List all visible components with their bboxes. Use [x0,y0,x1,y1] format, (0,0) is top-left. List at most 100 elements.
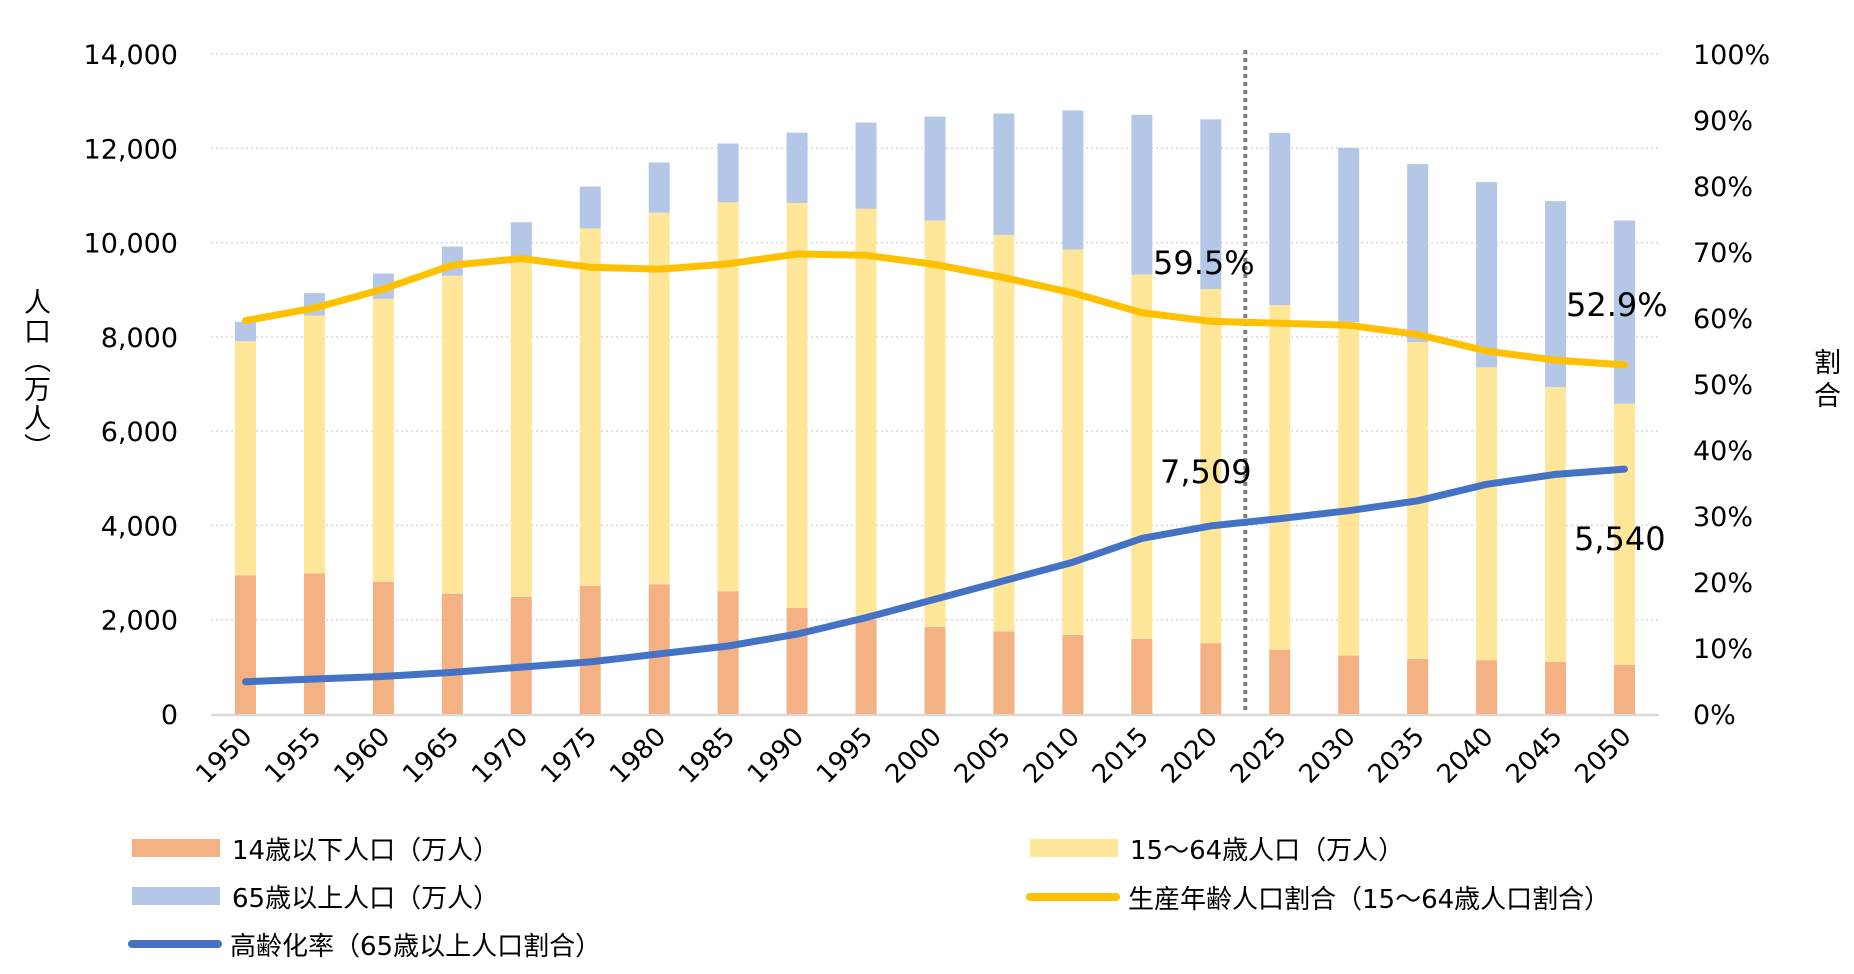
x-tick-label: 2030 [1294,722,1362,790]
x-tick-label: 1985 [673,722,741,790]
x-tick-label: 1960 [328,722,396,790]
x-tick-label: 1980 [604,722,672,790]
x-axis-ticks: 1950 1955 1960 1965 1970 1975 1980 1985 1990 1995… [190,722,1637,790]
y-tick-label: 0 [161,700,178,731]
bar-segment-2020-0 [1200,643,1222,714]
left-axis-title: 人口（万人） [19,288,50,462]
legend-line-gold [1026,893,1120,901]
x-tick-label: 2020 [1156,722,1224,790]
bar-segment-1965-1 [441,275,463,594]
annotation-2020-ratio: 59.5% [1153,244,1255,282]
annotation-2050-working-pop: 5,540 [1574,520,1666,558]
bar-segment-2015-2 [1131,114,1153,275]
bar-segment-1980-1 [648,212,670,585]
y2-tick-label: 40% [1693,436,1753,467]
bar-segment-1970-2 [510,222,532,257]
bar-segment-2035-2 [1407,164,1429,342]
bar-segment-2040-0 [1476,660,1498,714]
bar-segment-2035-0 [1407,658,1429,714]
y2-tick-label: 60% [1693,304,1753,335]
bar-segment-1985-0 [717,591,739,714]
bar-segment-2015-1 [1131,274,1153,639]
bar-segment-2025-1 [1269,305,1291,650]
legend-item-under-14: 14歳以下人口（万人） [132,831,500,866]
y-tick-label: 4,000 [101,511,178,542]
legend-line-blue [128,940,222,948]
legend-item-15-64: 15～64歳人口（万人） [1030,831,1405,866]
y-tick-label: 10,000 [84,229,178,260]
legend-swatch-yellow [1030,839,1118,857]
legend-label: 65歳以上人口（万人） [232,883,500,914]
bar-segment-1965-0 [441,593,463,714]
bar-segment-1950-1 [234,341,256,576]
bar-segment-2045-0 [1545,662,1567,714]
bar-segment-1985-1 [717,202,739,592]
bar-segment-2030-1 [1338,321,1360,656]
y-tick-label: 2,000 [101,606,178,637]
bar-segment-2050-2 [1614,220,1636,404]
bar-segment-2025-0 [1269,649,1291,714]
y-tick-label: 8,000 [101,323,178,354]
bar-segment-2030-2 [1338,147,1360,322]
data-annotations: 59.5% 7,509 52.9% 5,540 [1153,244,1668,558]
bars [234,110,1636,714]
bar-segment-2040-1 [1476,367,1498,661]
annotation-2020-working-pop: 7,509 [1160,453,1252,491]
x-tick-label: 2010 [1018,722,1086,790]
bar-segment-2025-2 [1269,132,1291,306]
bar-segment-1995-0 [855,619,877,714]
bar-segment-2045-2 [1545,201,1567,388]
x-tick-label: 2035 [1363,722,1431,790]
legend-label: 15～64歳人口（万人） [1130,835,1405,866]
legend-item-aging-rate: 高齢化率（65歳以上人口割合） [128,927,602,962]
legend-label: 高齢化率（65歳以上人口割合） [230,931,602,962]
legend-label: 14歳以下人口（万人） [232,835,500,866]
bar-segment-1975-0 [579,585,601,714]
x-tick-label: 1975 [535,722,603,790]
x-tick-label: 2050 [1569,722,1637,790]
x-tick-label: 1990 [742,722,810,790]
annotation-2050-ratio: 52.9% [1566,286,1668,324]
left-axis-ticks: 0 2,000 4,000 6,000 8,000 10,000 12,000 14,000 [84,40,178,731]
bar-segment-1980-2 [648,162,670,213]
bar-segment-2015-0 [1131,638,1153,714]
bar-segment-2010-2 [1062,110,1084,250]
y2-tick-label: 50% [1693,370,1753,401]
bar-segment-1970-1 [510,256,532,597]
x-tick-label: 1950 [190,722,258,790]
x-tick-label: 1955 [259,722,327,790]
bar-segment-2010-1 [1062,249,1084,635]
x-tick-label: 2005 [949,722,1017,790]
y2-tick-label: 100% [1693,40,1770,71]
legend-swatch-blue [132,887,220,905]
bar-segment-2010-0 [1062,634,1084,714]
bar-segment-1950-2 [234,321,256,342]
y2-tick-label: 80% [1693,172,1753,203]
legend-label: 生産年齢人口割合（15～64歳人口割合） [1128,884,1611,915]
series-lines [242,250,1628,686]
bar-segment-2030-0 [1338,655,1360,714]
bar-segment-1990-2 [786,132,808,204]
y2-tick-label: 90% [1693,106,1753,137]
bar-segment-1975-2 [579,186,601,229]
bar-segment-2005-0 [993,631,1015,714]
bar-segment-1950-0 [234,575,256,714]
x-tick-label: 2025 [1225,722,1293,790]
y2-tick-label: 20% [1693,568,1753,599]
bar-segment-2020-2 [1200,119,1222,290]
x-tick-label: 2015 [1087,722,1155,790]
bar-segment-2050-0 [1614,664,1636,714]
x-tick-label: 2000 [880,722,948,790]
bar-segment-1990-0 [786,607,808,714]
legend-item-working-age-ratio: 生産年齢人口割合（15～64歳人口割合） [1026,880,1611,915]
bar-segment-1960-0 [372,581,394,714]
bar-segment-1955-1 [303,315,325,574]
bar-segment-1970-0 [510,596,532,714]
x-tick-label: 1970 [466,722,534,790]
right-axis-title: 割合 [1809,348,1840,414]
bar-segment-2005-2 [993,113,1015,235]
y-tick-label: 6,000 [101,417,178,448]
bar-segment-1995-2 [855,122,877,209]
bar-segment-1960-1 [372,298,394,582]
